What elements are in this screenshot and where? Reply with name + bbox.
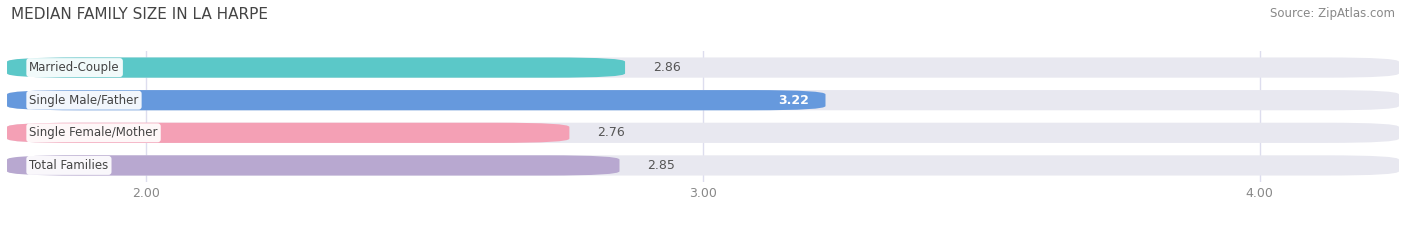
Text: 2.76: 2.76 xyxy=(598,126,624,139)
FancyBboxPatch shape xyxy=(7,90,825,110)
Text: Married-Couple: Married-Couple xyxy=(30,61,120,74)
FancyBboxPatch shape xyxy=(7,123,569,143)
Text: Single Male/Father: Single Male/Father xyxy=(30,94,139,107)
Text: 2.86: 2.86 xyxy=(652,61,681,74)
FancyBboxPatch shape xyxy=(7,90,1399,110)
Text: Single Female/Mother: Single Female/Mother xyxy=(30,126,157,139)
FancyBboxPatch shape xyxy=(7,58,626,78)
FancyBboxPatch shape xyxy=(7,58,1399,78)
FancyBboxPatch shape xyxy=(7,155,1399,175)
FancyBboxPatch shape xyxy=(7,155,620,175)
Text: 2.85: 2.85 xyxy=(647,159,675,172)
Text: 3.22: 3.22 xyxy=(778,94,808,107)
FancyBboxPatch shape xyxy=(7,123,1399,143)
Text: Total Families: Total Families xyxy=(30,159,108,172)
Text: Source: ZipAtlas.com: Source: ZipAtlas.com xyxy=(1270,7,1395,20)
Text: MEDIAN FAMILY SIZE IN LA HARPE: MEDIAN FAMILY SIZE IN LA HARPE xyxy=(11,7,269,22)
